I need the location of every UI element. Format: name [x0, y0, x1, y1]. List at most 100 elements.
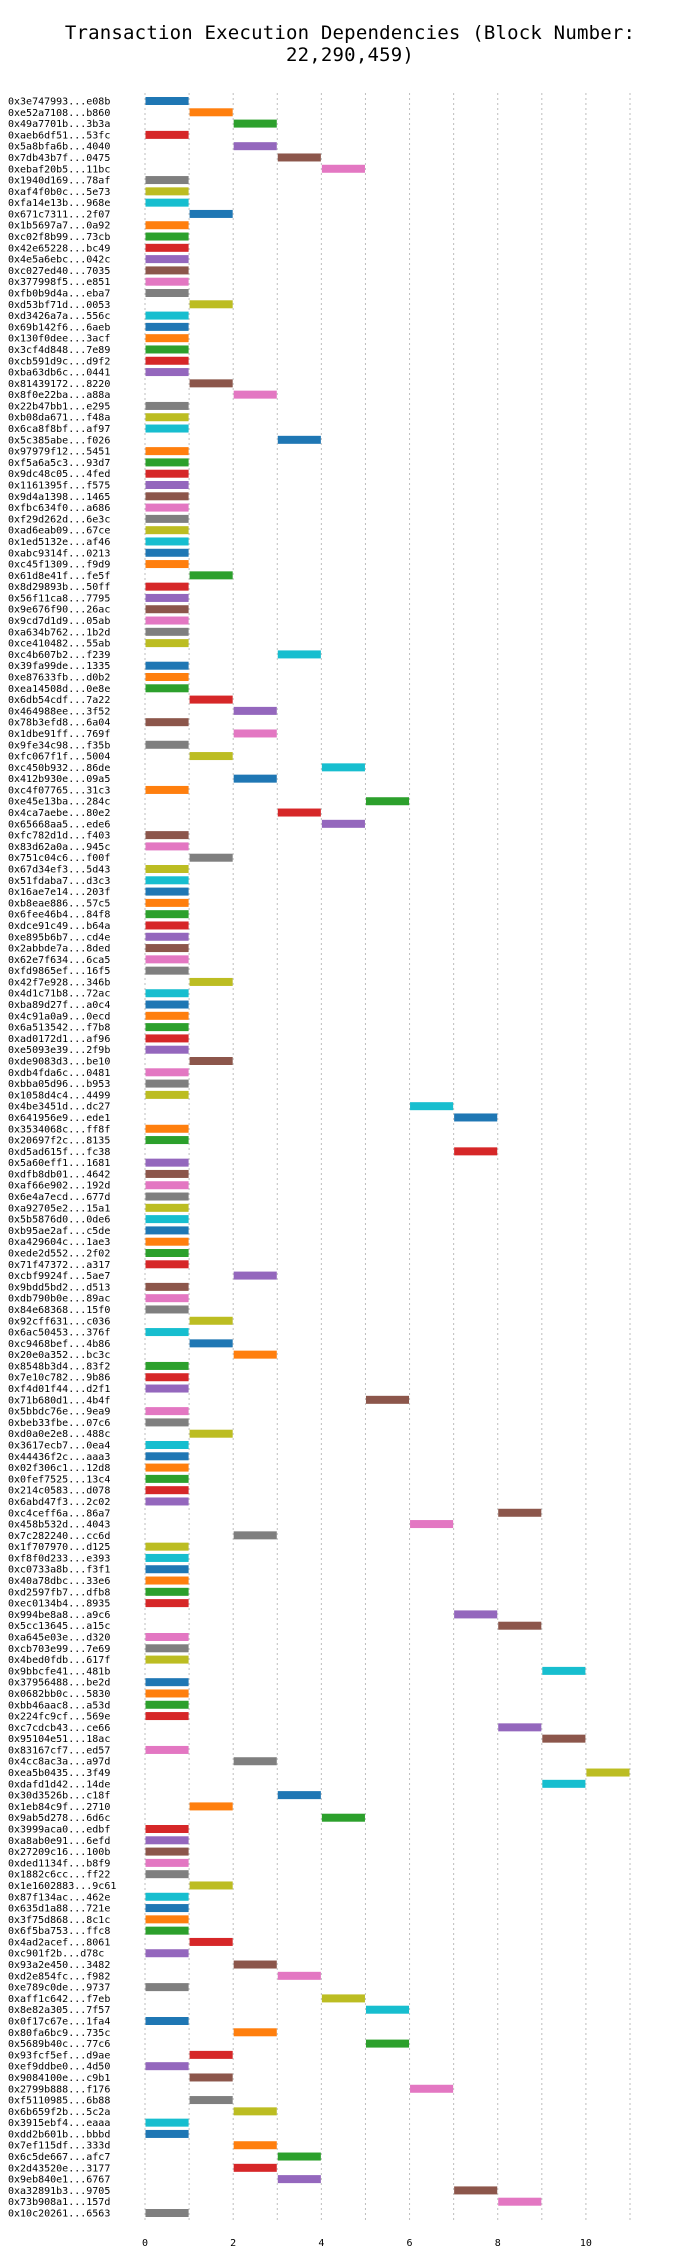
transaction-bar [145, 661, 189, 670]
y-tick-label: 0x20e0a352...bc3c [8, 1350, 110, 1361]
transaction-bar [145, 221, 189, 230]
y-tick-label: 0x3f75d868...8c1c [8, 1915, 110, 1926]
transaction-bar [189, 977, 233, 986]
transaction-bar [145, 266, 189, 275]
transaction-bar [145, 1870, 189, 1879]
y-tick-label: 0x5bbdc76e...9ea9 [8, 1407, 110, 1418]
transaction-bar [145, 2062, 189, 2071]
transaction-bar [145, 232, 189, 241]
y-tick-label: 0xe52a7108...b860 [8, 108, 110, 119]
y-tick-label: 0x641956e9...ede1 [8, 1113, 110, 1124]
y-tick-label: 0x6fee46b4...84f8 [8, 910, 110, 921]
y-tick-label: 0x0682bb0c...5830 [8, 1689, 110, 1700]
transaction-bar [586, 1768, 630, 1777]
transaction-bar [145, 458, 189, 467]
y-tick-label: 0xad6eab09...67ce [8, 526, 110, 537]
transaction-bar [233, 1960, 277, 1969]
transaction-bar [365, 2005, 410, 2014]
transaction-bar [145, 1384, 189, 1393]
transaction-bar [145, 1282, 189, 1291]
transaction-bar [145, 1011, 189, 1020]
transaction-bar [145, 481, 189, 489]
y-tick-label: 0x71f47372...a317 [8, 1260, 110, 1271]
transaction-bar [233, 1350, 277, 1359]
transaction-bar [365, 1395, 410, 1404]
transaction-bar [145, 921, 189, 930]
transaction-bar [233, 2107, 277, 2116]
transaction-bar [145, 910, 189, 919]
transaction-bar [145, 560, 189, 569]
y-tick-label: 0x4c91a0a9...0ecd [8, 1011, 110, 1022]
transaction-bar [189, 1057, 233, 1065]
transaction-bar [145, 1260, 189, 1269]
transaction-bar [233, 390, 277, 399]
transaction-bar [145, 469, 189, 478]
y-tick-label: 0x6abd47f3...2c02 [8, 1497, 110, 1508]
transaction-bar [233, 729, 277, 738]
y-tick-label: 0x9cd7d1d9...05ab [8, 616, 110, 627]
transaction-bar [145, 1192, 189, 1201]
y-tick-label: 0x10c20261...6563 [8, 2209, 110, 2220]
y-tick-label: 0xede2d552...2f02 [8, 1249, 110, 1260]
y-tick-label: 0xaf66e902...192d [8, 1181, 110, 1192]
y-tick-label: 0x40a78dbc...33e6 [8, 1576, 110, 1587]
y-tick-label: 0xd3426a7a...556c [8, 311, 110, 322]
y-tick-label: 0x214c0583...d078 [8, 1486, 110, 1497]
y-tick-label: 0xc45f1309...f9d9 [8, 560, 110, 571]
transaction-bar [189, 752, 233, 761]
transaction-bar [277, 1791, 321, 1800]
transaction-bar [145, 1565, 189, 1574]
transaction-bar [145, 898, 189, 907]
y-tick-label: 0x1161395f...f575 [8, 481, 110, 492]
transaction-bar [145, 1497, 189, 1506]
y-tick-label: 0xe789c0de...9737 [8, 1983, 110, 1994]
transaction-bar [189, 1339, 233, 1348]
y-tick-label: 0x8d29893b...50ff [8, 582, 110, 593]
x-axis: 0 2 4 6 8 10 [142, 2238, 592, 2249]
y-tick-label: 0x3534068c...ff8f [8, 1124, 110, 1135]
y-tick-label: 0x4ad2acef...8061 [8, 1937, 110, 1948]
y-tick-label: 0xec0134b4...8935 [8, 1599, 110, 1610]
y-tick-label: 0xb95ae2af...c5de [8, 1226, 110, 1237]
x-tick-label: 8 [495, 2238, 501, 2249]
transaction-bar [145, 1700, 189, 1709]
y-tick-label: 0xfb0b9d4a...eba7 [8, 289, 110, 300]
y-tick-label: 0x93a2e450...3482 [8, 1960, 110, 1971]
transaction-bar [145, 785, 189, 794]
transaction-bar [145, 2118, 189, 2127]
y-tick-label: 0x44436f2c...aaa3 [8, 1452, 110, 1463]
y-tick-label: 0x02f306c1...12d8 [8, 1463, 110, 1474]
transaction-bar [454, 1113, 498, 1122]
transaction-bar [189, 2096, 233, 2105]
y-tick-label: 0xbeb33fbe...07c6 [8, 1418, 110, 1429]
y-tick-label: 0x56f11ca8...7795 [8, 593, 110, 604]
transaction-bar [145, 684, 189, 693]
y-tick-label: 0x69b142f6...6aeb [8, 322, 110, 333]
y-tick-label: 0x6b659f2b...5c2a [8, 2107, 110, 2118]
y-tick-label: 0x0fef7525...13c4 [8, 1474, 110, 1485]
transaction-bar [145, 605, 189, 614]
transaction-bar [233, 774, 277, 783]
transaction-bar [189, 571, 233, 580]
y-tick-label: 0x8e82a305...7f57 [8, 2005, 110, 2016]
y-tick-label: 0x1dbe91ff...769f [8, 729, 110, 740]
transaction-bar [145, 1904, 189, 1913]
y-tick-label: 0x7c282240...cc6d [8, 1531, 110, 1542]
y-tick-label: 0x458b532d...4043 [8, 1520, 110, 1531]
y-tick-label: 0x37956488...be2d [8, 1678, 110, 1689]
transaction-bar [233, 142, 277, 151]
transaction-bar [145, 1181, 189, 1190]
transaction-bar [145, 1858, 189, 1867]
transaction-bar [145, 548, 189, 557]
y-tick-label: 0x1940d169...78af [8, 176, 110, 187]
transaction-bar [277, 153, 321, 162]
y-tick-label: 0x5689b40c...77c6 [8, 2039, 110, 2050]
y-tick-label: 0x1f707970...d125 [8, 1542, 110, 1553]
transaction-bar [145, 932, 189, 941]
y-tick-label: 0xea5b0435...3f49 [8, 1768, 110, 1779]
y-tick-label: 0x635d1a88...721e [8, 1904, 110, 1915]
transaction-bar [145, 639, 189, 648]
y-tick-label: 0x67d34ef3...5d43 [8, 865, 110, 876]
y-tick-labels: 0x3e747993...e08b0xe52a7108...b8600x49a7… [8, 97, 116, 2220]
